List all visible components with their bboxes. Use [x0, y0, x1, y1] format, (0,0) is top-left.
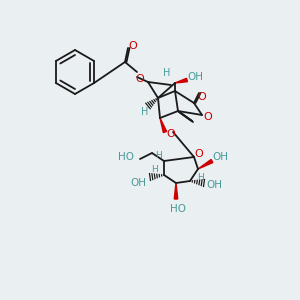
Text: OH: OH [130, 178, 146, 188]
Text: HO: HO [118, 152, 134, 162]
Text: O: O [204, 112, 212, 122]
Text: O: O [195, 149, 203, 159]
Polygon shape [198, 160, 213, 169]
Text: OH: OH [212, 152, 228, 162]
Text: H: H [154, 152, 161, 160]
Text: H: H [196, 172, 203, 182]
Text: H: H [151, 164, 158, 173]
Text: O: O [136, 74, 144, 84]
Polygon shape [160, 118, 166, 133]
Polygon shape [174, 183, 178, 199]
Text: HO: HO [170, 204, 186, 214]
Text: H: H [163, 68, 171, 78]
Text: H: H [141, 107, 149, 117]
Text: O: O [129, 41, 137, 51]
Polygon shape [175, 78, 188, 83]
Text: O: O [198, 92, 206, 102]
Text: OH: OH [206, 180, 222, 190]
Text: O: O [167, 129, 176, 139]
Text: OH: OH [187, 72, 203, 82]
